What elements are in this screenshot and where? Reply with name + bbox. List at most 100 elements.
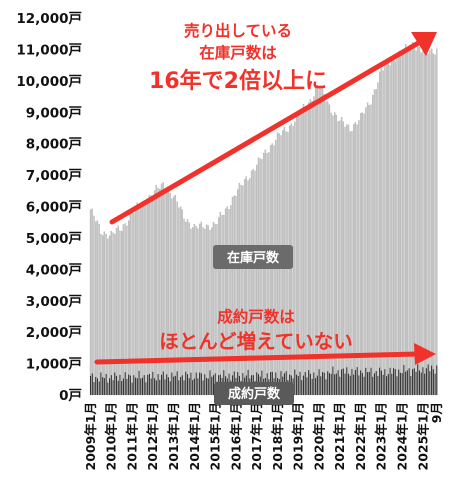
contract-bar bbox=[403, 364, 405, 395]
contract-bar bbox=[434, 373, 436, 395]
stock-bar bbox=[375, 89, 377, 396]
stock-bar bbox=[410, 44, 412, 396]
x-axis-ticks: 2009年1月 2010年1月 2011年1月 2012年1月 2013年1月 2014年… bbox=[83, 402, 444, 471]
contract-bar bbox=[327, 371, 329, 395]
contract-bar bbox=[294, 369, 296, 395]
stock-bar bbox=[115, 228, 118, 396]
contract-bar bbox=[103, 378, 105, 395]
contract-bar bbox=[164, 379, 166, 395]
stock-bar bbox=[382, 70, 384, 396]
contract-bar bbox=[188, 378, 190, 395]
stock-bar bbox=[363, 113, 365, 396]
contract-bar bbox=[315, 378, 317, 395]
x-tick-label: 2015年1月 bbox=[208, 402, 223, 471]
stock-bar bbox=[193, 224, 196, 396]
y-tick-label: 11,000戸 bbox=[16, 42, 82, 58]
stock-bar bbox=[404, 44, 407, 396]
stock-bar bbox=[209, 230, 211, 396]
contract-bar bbox=[432, 369, 434, 395]
stock-bar bbox=[169, 193, 171, 396]
x-tick-label: 2024年1月 bbox=[395, 402, 410, 471]
stock-trend-arrowhead bbox=[411, 32, 437, 56]
contract-bar bbox=[316, 375, 318, 395]
contract-bar bbox=[93, 382, 95, 395]
contract-bar bbox=[380, 370, 382, 395]
stock-bar bbox=[379, 71, 381, 396]
stock-bar bbox=[413, 48, 415, 396]
contract-bar bbox=[363, 376, 365, 395]
stock-bar bbox=[372, 94, 374, 396]
contract-bar bbox=[128, 374, 130, 395]
stock-bar bbox=[107, 238, 109, 396]
contract-bar bbox=[147, 374, 149, 395]
contract-bar bbox=[367, 372, 369, 395]
stock-label-box bbox=[213, 245, 293, 269]
stock-bar bbox=[249, 178, 251, 396]
contract-bar bbox=[131, 382, 133, 395]
x-tick-label: 2011年1月 bbox=[124, 402, 139, 471]
contract-bar bbox=[401, 373, 403, 395]
contract-bar bbox=[392, 368, 395, 395]
contract-bar bbox=[157, 374, 159, 395]
stock-bar bbox=[167, 189, 170, 396]
stock-bar bbox=[219, 212, 222, 396]
contract-bar bbox=[387, 374, 389, 395]
contract-bar bbox=[122, 378, 124, 395]
contract-bar bbox=[200, 373, 202, 395]
stock-bar bbox=[242, 185, 244, 396]
stock-bar bbox=[155, 185, 157, 396]
stock-bar bbox=[152, 196, 154, 396]
contract-bar bbox=[335, 373, 337, 395]
stock-bar bbox=[411, 41, 414, 396]
contract-bar bbox=[339, 376, 341, 395]
stock-bar bbox=[174, 195, 177, 396]
contract-bar bbox=[353, 374, 355, 395]
contract-bar bbox=[105, 373, 107, 395]
stock-bar bbox=[427, 54, 429, 396]
x-tick-label: 2019年1月 bbox=[291, 402, 306, 471]
stock-bar bbox=[110, 231, 112, 396]
stock-bar bbox=[141, 201, 144, 396]
stock-bar bbox=[134, 206, 137, 396]
stock-bar bbox=[366, 102, 369, 396]
stock-bar bbox=[157, 188, 159, 396]
stock-bar bbox=[124, 223, 126, 396]
stock-bar bbox=[138, 206, 140, 396]
contract-bar bbox=[167, 377, 169, 395]
contract-bar bbox=[311, 378, 313, 395]
contract-bar bbox=[386, 376, 388, 395]
contract-bar bbox=[209, 370, 211, 395]
contract-bar bbox=[145, 382, 147, 395]
contract-bar bbox=[323, 372, 325, 395]
stock-bar bbox=[401, 53, 403, 396]
y-tick-label: 9,000戸 bbox=[26, 105, 82, 121]
contract-bar bbox=[325, 379, 327, 395]
contract-bar bbox=[341, 369, 343, 395]
stock-bar bbox=[373, 89, 376, 396]
contract-bar bbox=[185, 371, 187, 395]
contract-bar bbox=[207, 378, 209, 395]
stock-bar bbox=[204, 228, 206, 396]
stock-bar bbox=[119, 230, 121, 396]
stock-bar bbox=[235, 196, 237, 396]
stock-bar bbox=[380, 68, 383, 396]
contract-bar bbox=[148, 373, 150, 395]
stock-bar bbox=[370, 104, 372, 396]
contract-bar bbox=[398, 369, 400, 395]
stock-bar bbox=[294, 121, 296, 396]
contract-bar bbox=[126, 378, 128, 395]
stock-bar bbox=[415, 50, 417, 396]
stock-bar bbox=[183, 218, 185, 396]
contract-bar bbox=[204, 374, 206, 395]
stock-bar bbox=[207, 225, 209, 396]
contracts-trend-arrow-line bbox=[94, 351, 421, 365]
y-tick-label: 2,000戸 bbox=[26, 325, 82, 341]
contract-bar bbox=[211, 376, 213, 395]
contract-bar bbox=[415, 371, 417, 395]
stock-bar bbox=[91, 208, 93, 396]
contract-bar bbox=[425, 368, 427, 395]
contract-bar bbox=[313, 372, 315, 395]
contract-bar bbox=[396, 376, 398, 395]
contract-bar bbox=[354, 369, 356, 395]
contract-bar bbox=[173, 376, 175, 395]
